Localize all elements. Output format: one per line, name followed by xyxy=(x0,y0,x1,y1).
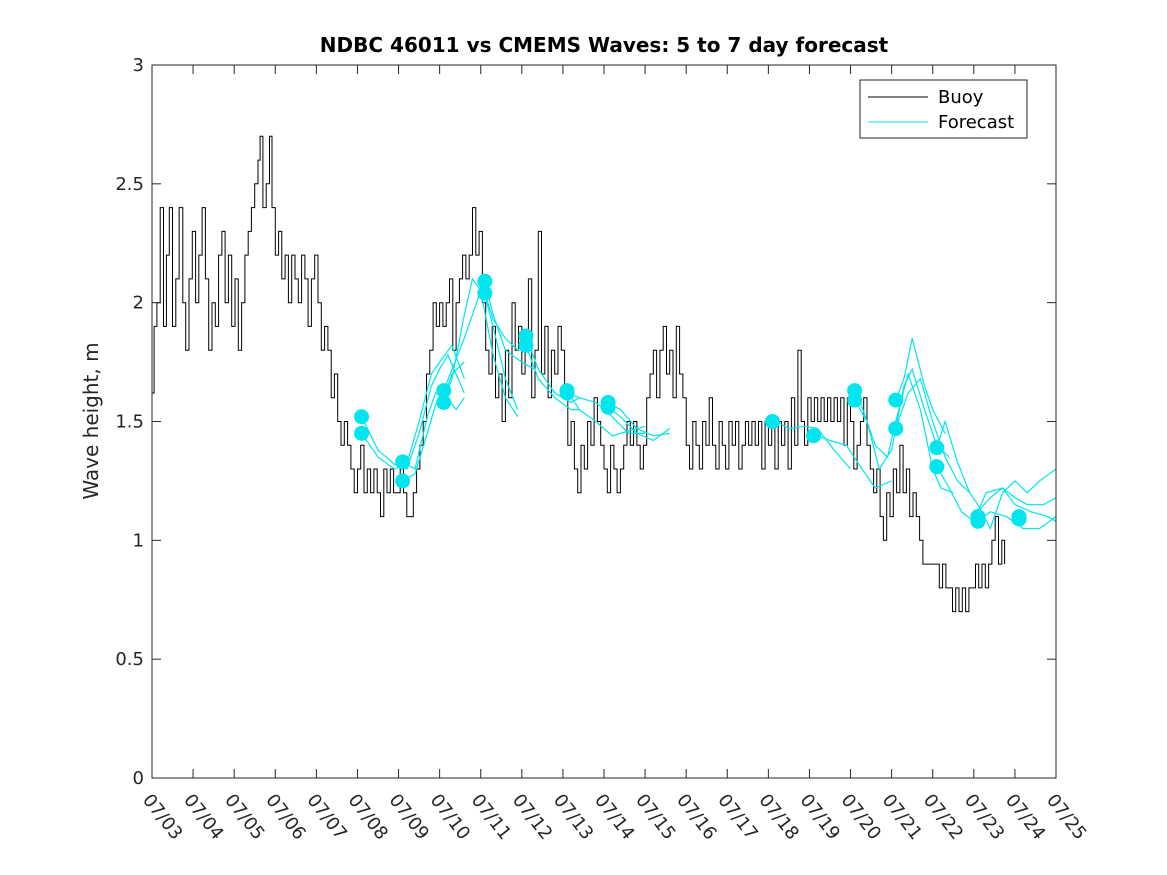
series-layer xyxy=(152,135,1057,613)
y-tick-label: 1 xyxy=(133,530,144,551)
forecast-marker xyxy=(559,383,575,399)
forecast-marker xyxy=(518,337,534,353)
legend: Buoy Forecast xyxy=(859,79,1028,139)
forecast-series-line xyxy=(607,406,671,442)
forecast-series-line xyxy=(895,338,946,434)
chart-title: NDBC 46011 vs CMEMS Waves: 5 to 7 day fo… xyxy=(320,33,889,57)
forecast-series-line xyxy=(936,419,1057,531)
plot-area xyxy=(152,65,1056,778)
forecast-series-line xyxy=(607,401,670,437)
legend-box xyxy=(859,79,1028,139)
forecast-series-line xyxy=(484,281,535,370)
legend-label-forecast: Forecast xyxy=(938,112,1014,133)
legend-label-buoy: Buoy xyxy=(938,87,984,108)
forecast-series-line xyxy=(361,344,465,470)
forecast-series-line xyxy=(402,361,465,470)
forecast-marker xyxy=(806,428,822,444)
y-tick-label: 1.5 xyxy=(115,412,144,433)
forecast-marker xyxy=(395,473,411,489)
forecast-marker xyxy=(888,392,904,408)
forecast-marker xyxy=(477,285,493,301)
forecast-series-line xyxy=(776,420,851,470)
forecast-marker xyxy=(888,421,904,437)
forecast-series-line xyxy=(361,353,465,470)
forecast-series-line xyxy=(977,487,1057,513)
forecast-marker xyxy=(847,392,863,408)
forecast-marker xyxy=(354,409,370,425)
y-axis-label: Wave height, m xyxy=(79,342,103,499)
forecast-series-line xyxy=(402,391,465,482)
forecast-series-line xyxy=(525,345,580,411)
y-tick-label: 3 xyxy=(133,55,144,76)
forecast-marker xyxy=(929,440,945,456)
y-axis-ticks: 0 0.5 1 1.5 2 2.5 3 xyxy=(115,55,1056,789)
buoy-series-line xyxy=(152,135,1006,613)
y-tick-label: 2.5 xyxy=(115,174,144,195)
forecast-marker xyxy=(600,399,616,415)
forecast-series-line xyxy=(817,435,892,489)
forecast-marker xyxy=(929,459,945,475)
y-tick-label: 0.5 xyxy=(115,649,144,670)
forecast-marker xyxy=(354,425,370,441)
forecast-marker xyxy=(970,513,986,529)
forecast-series-line xyxy=(443,277,519,410)
forecast-marker xyxy=(395,454,411,470)
y-tick-label: 2 xyxy=(133,293,144,314)
forecast-series-line xyxy=(566,390,646,437)
forecast-marker xyxy=(436,394,452,410)
y-tick-label: 0 xyxy=(133,768,144,789)
forecast-series-line xyxy=(854,367,950,471)
forecast-series-line xyxy=(936,466,1057,523)
forecast-marker xyxy=(764,414,780,429)
forecast-marker xyxy=(1011,511,1027,527)
forecast-series-line xyxy=(895,377,971,494)
